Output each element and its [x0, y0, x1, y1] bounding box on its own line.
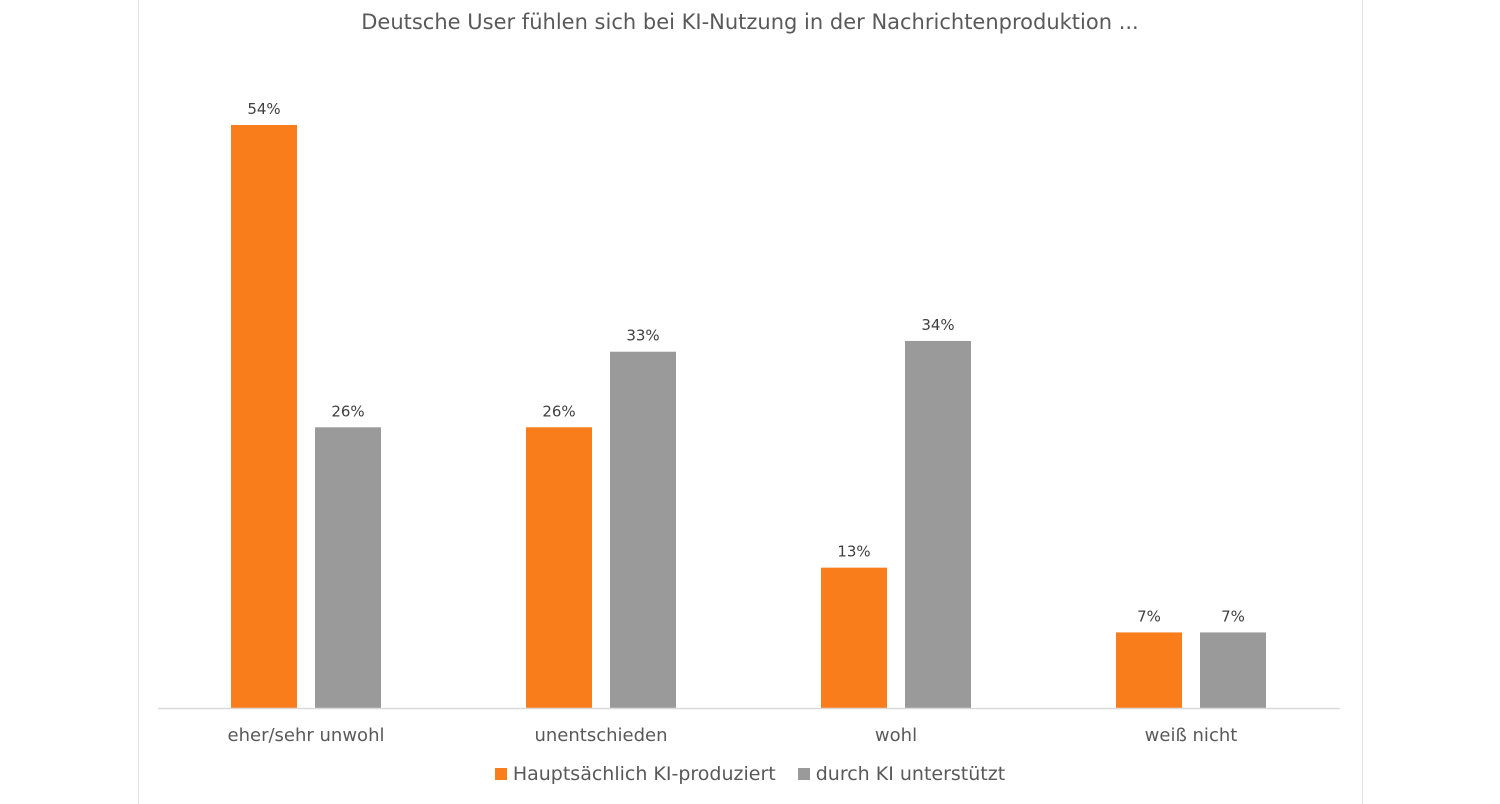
- bar: [315, 427, 381, 708]
- x-tick-label: unentschieden: [534, 725, 667, 746]
- legend-item-ki-produziert: Hauptsächlich KI-produziert: [494, 763, 776, 785]
- legend-item-ki-unterstuetzt: durch KI unterstützt: [797, 763, 1006, 785]
- data-label: 26%: [331, 402, 364, 420]
- data-label: 34%: [921, 316, 954, 334]
- bar: [905, 340, 971, 708]
- legend-label: durch KI unterstützt: [815, 763, 1006, 785]
- legend-swatch-orange: [494, 768, 507, 780]
- bar: [821, 567, 887, 708]
- data-label: 54%: [247, 100, 280, 118]
- data-label: 7%: [1221, 607, 1245, 625]
- data-label: 33%: [626, 327, 659, 345]
- bar: [231, 125, 297, 708]
- bar: [1200, 632, 1266, 708]
- legend-swatch-gray: [797, 768, 810, 780]
- data-label: 7%: [1137, 607, 1161, 625]
- bar: [610, 351, 676, 708]
- chart-title: Deutsche User fühlen sich bei KI-Nutzung…: [361, 10, 1139, 34]
- bar: [1116, 632, 1182, 708]
- legend: Hauptsächlich KI-produziert durch KI unt…: [0, 763, 1500, 785]
- x-tick-label: weiß nicht: [1145, 725, 1238, 746]
- x-tick-label: eher/sehr unwohl: [228, 725, 385, 746]
- legend-label: Hauptsächlich KI-produziert: [512, 763, 776, 785]
- data-label: 13%: [837, 543, 870, 561]
- chart-frame: [138, 0, 1363, 804]
- data-label: 26%: [542, 402, 575, 420]
- bar: [526, 427, 592, 708]
- x-tick-label: wohl: [875, 725, 917, 746]
